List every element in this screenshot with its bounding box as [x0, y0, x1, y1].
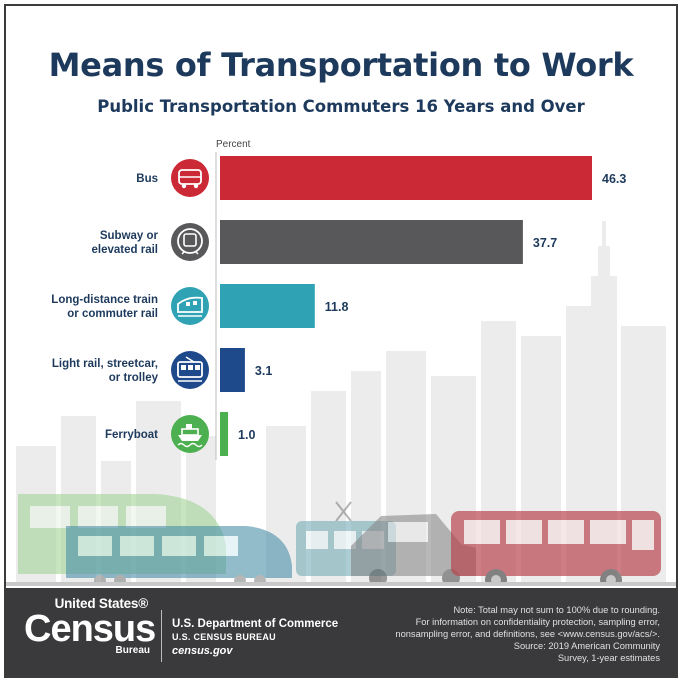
bar-5	[220, 412, 229, 456]
note-survey: Survey, 1-year estimates	[557, 653, 660, 663]
logo-united-states: United States®	[54, 596, 149, 611]
logo-census: Census	[24, 608, 156, 650]
source-notes: Note: Total may not sum to 100% due to r…	[330, 604, 660, 664]
value-label-4: 3.1	[255, 364, 272, 378]
note-definitions: nonsampling error, and definitions, see …	[395, 629, 660, 639]
value-label-2: 37.7	[533, 236, 557, 250]
logo-bureau: Bureau	[115, 645, 150, 656]
bar-2	[220, 220, 523, 264]
chart-subtitle: Public Transportation Commuters 16 Years…	[97, 97, 585, 116]
bus-icon	[171, 159, 209, 197]
dept-census-bureau: U.S. CENSUS BUREAU	[172, 632, 276, 642]
axis-title: Percent	[216, 139, 251, 150]
census-gov-link[interactable]: census.gov	[172, 645, 233, 657]
ferry-icon	[171, 415, 209, 453]
subway-icon	[171, 223, 209, 261]
value-label-5: 1.0	[238, 428, 255, 442]
footer-divider	[161, 610, 162, 662]
note-source: Source: 2019 American Community	[513, 641, 660, 651]
commuter-train-illustration	[66, 526, 292, 586]
census-bureau-logo[interactable]: United States® Census Bureau	[24, 596, 156, 656]
category-label-2: Subway or elevated rail	[92, 230, 159, 256]
streetcar-icon	[171, 351, 209, 389]
bar-1	[220, 156, 592, 200]
category-label-1: Bus	[136, 173, 158, 185]
value-label-3: 11.8	[325, 300, 349, 314]
footer: United States® Census Bureau U.S. Depart…	[6, 588, 676, 676]
bar-3	[220, 284, 315, 328]
car-illustration	[351, 514, 476, 586]
category-label-5: Ferryboat	[105, 429, 158, 441]
value-label-1: 46.3	[602, 172, 626, 186]
note-rounding: Note: Total may not sum to 100% due to r…	[453, 605, 660, 615]
category-label-3: Long-distance train or commuter rail	[51, 294, 158, 320]
chart-title: Means of Transportation to Work	[48, 46, 634, 84]
bar-chart: Percent 46.3 Bus 37.7 Subway or elevated rai…	[51, 139, 626, 460]
department-info: U.S. Department of Commerce U.S. CENSUS …	[172, 618, 338, 657]
dept-commerce: U.S. Department of Commerce	[172, 618, 339, 630]
note-confidentiality: For information on confidentiality prote…	[415, 617, 660, 627]
train-icon	[171, 287, 209, 325]
vehicles-illustration	[6, 494, 676, 586]
infographic-frame: Means of Transportation to Work Public T…	[4, 4, 678, 678]
bus-illustration	[451, 511, 661, 586]
category-label-4: Light rail, streetcar, or trolley	[52, 358, 159, 384]
bar-4	[220, 348, 245, 392]
